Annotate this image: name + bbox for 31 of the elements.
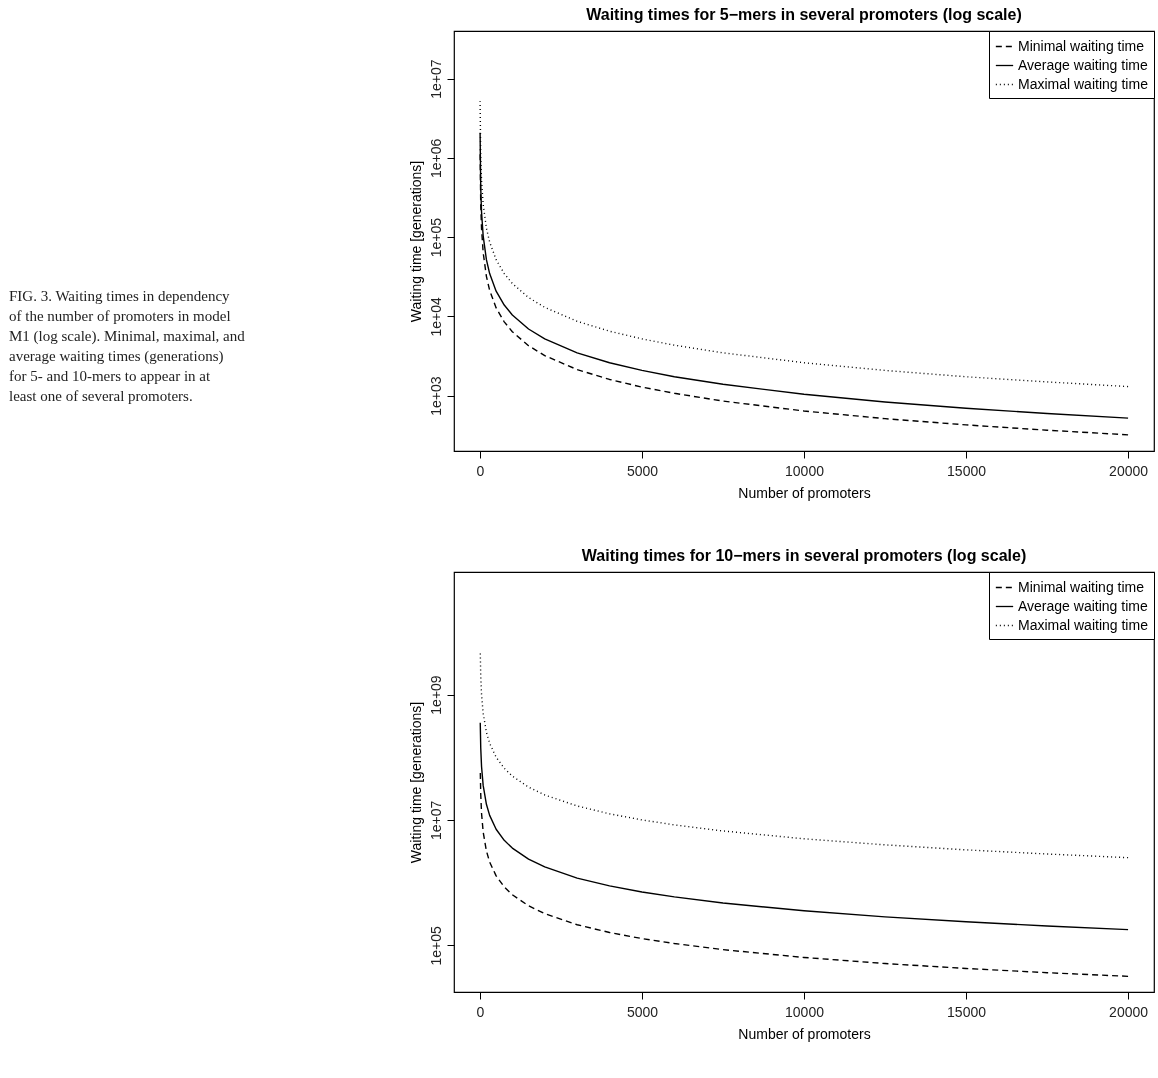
x-tick-label: 20000 [1109, 462, 1149, 479]
y-tick-label: 1e+05 [427, 925, 444, 966]
y-tick-label: 1e+09 [427, 675, 444, 715]
y-tick-label: 1e+06 [427, 138, 444, 179]
y-axis-title: Waiting time [generations] [407, 160, 424, 323]
y-tick-label: 1e+03 [427, 376, 444, 416]
legend-label: Average waiting time [1018, 597, 1148, 614]
legend-label: Maximal waiting time [1018, 616, 1149, 633]
legend-label: Maximal waiting time [1018, 75, 1149, 92]
x-tick-label: 5000 [626, 1003, 659, 1020]
y-tick-label: 1e+04 [427, 297, 444, 337]
y-tick-label: 1e+05 [427, 217, 444, 258]
x-axis-title: Number of promoters [738, 484, 871, 501]
x-axis-title: Number of promoters [738, 1025, 871, 1042]
x-tick-label: 5000 [626, 462, 659, 479]
x-tick-label: 10000 [785, 462, 825, 479]
x-tick-label: 10000 [785, 1003, 825, 1020]
legend-label: Minimal waiting time [1018, 578, 1145, 595]
x-tick-label: 15000 [947, 1003, 987, 1020]
x-tick-label: 15000 [947, 462, 987, 479]
y-axis-title: Waiting time [generations] [407, 701, 424, 864]
x-tick-label: 0 [476, 462, 485, 479]
y-tick-label: 1e+07 [427, 800, 444, 841]
chart-title: Waiting times for 10−mers in several promoters (log scale) [581, 546, 1027, 564]
x-tick-label: 0 [476, 1003, 485, 1020]
x-tick-label: 20000 [1109, 1003, 1149, 1020]
caption: FIG. 3. Waiting times in dependency of the number of promoters in model M1 (log scale). Minimal, maximal, and average waiting times (generations) for 5- and 10-mers to appear in at least one of several promoters. [9, 288, 246, 404]
legend-label: Average waiting time [1018, 56, 1148, 73]
chart-title: Waiting times for 5−mers in several promoters (log scale) [586, 5, 1022, 23]
legend-label: Minimal waiting time [1018, 37, 1145, 54]
y-tick-label: 1e+07 [427, 59, 444, 99]
